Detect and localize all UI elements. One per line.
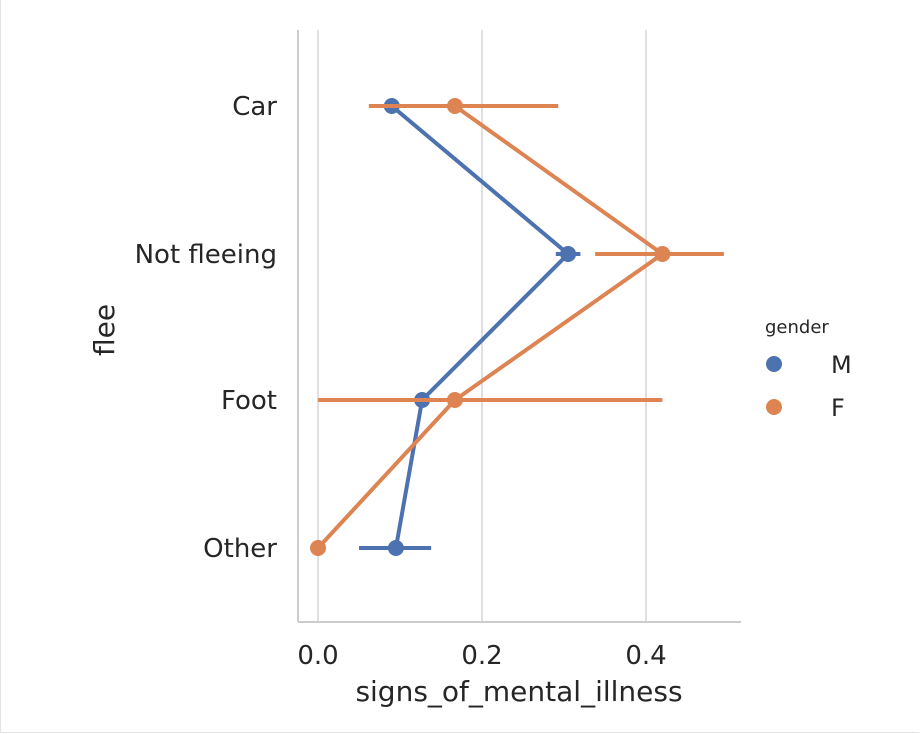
series-line <box>390 104 571 549</box>
legend-marker-F <box>766 399 782 415</box>
legend: gender MF <box>765 317 852 422</box>
x-tick-label: 0.0 <box>297 641 338 671</box>
data-point <box>560 246 577 262</box>
axis-spines <box>297 30 741 623</box>
legend-title: gender <box>765 317 829 338</box>
legend-label-F: F <box>831 394 845 422</box>
data-point <box>446 98 463 114</box>
x-tick-label: 0.4 <box>625 641 666 671</box>
series-layer <box>310 98 724 556</box>
series-M <box>359 98 581 556</box>
y-tick-label: Foot <box>221 386 277 416</box>
y-axis-label: flee <box>88 304 121 356</box>
legend-marker-M <box>766 356 782 372</box>
series-F <box>310 98 724 556</box>
x-tick-label: 0.2 <box>461 641 502 671</box>
data-point <box>654 246 671 262</box>
y-tick-label: Not fleeing <box>135 240 277 270</box>
y-tick-label: Car <box>232 92 277 122</box>
y-tick-labels: Car Not fleeing Foot Other <box>135 92 278 564</box>
data-point <box>387 540 404 556</box>
data-point <box>310 540 326 556</box>
legend-label-M: M <box>831 351 852 379</box>
series-line <box>316 104 665 550</box>
x-tick-labels: 0.0 0.2 0.4 <box>297 641 666 671</box>
y-tick-label: Other <box>203 534 277 564</box>
x-axis-label: signs_of_mental_illness <box>355 675 682 708</box>
grid-lines <box>317 30 647 622</box>
data-point <box>446 392 463 408</box>
